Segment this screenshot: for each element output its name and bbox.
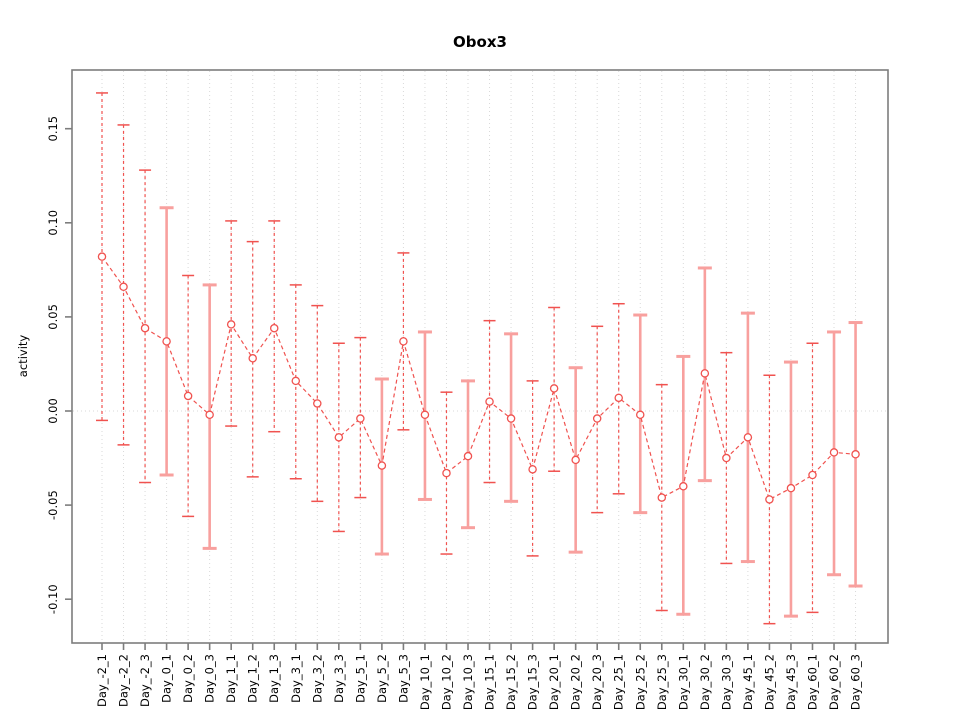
y-tick-label: 0.05 [46, 304, 60, 330]
data-point [636, 410, 645, 420]
data-point [334, 433, 344, 442]
error-bar [246, 240, 259, 478]
data-point [614, 393, 623, 403]
x-tick-label: Day_60_2 [827, 654, 841, 710]
data-point [528, 465, 537, 474]
data-point [679, 482, 688, 491]
data-point [506, 414, 516, 423]
data-point [808, 470, 817, 480]
x-tick-label: Day_-2_3 [138, 654, 152, 707]
x-tick-label: Day_15_3 [526, 654, 540, 710]
data-point [485, 397, 494, 406]
error-bar [397, 252, 410, 431]
x-tick-label: Day_30_2 [698, 654, 712, 710]
y-tick-label: -0.05 [46, 490, 60, 520]
data-point [291, 376, 301, 386]
x-tick-label: Day_1_2 [246, 654, 260, 703]
data-point [549, 384, 559, 393]
x-tick-label: Day_60_1 [805, 654, 819, 710]
y-axis-title: activity [16, 335, 30, 378]
data-point [356, 414, 365, 423]
series-line [101, 256, 856, 501]
data-point [248, 354, 257, 363]
error-bar [332, 342, 345, 533]
data-point [399, 337, 408, 346]
data-point [269, 323, 279, 333]
chart-layer: 0.15 0.10 0.05 0.00 -0.05 -0.10 Day_-2_1 Day_-2… [46, 69, 889, 710]
error-bar [526, 380, 539, 557]
x-tick-label: Day_45_3 [784, 654, 798, 710]
x-tick-label: Day_3_1 [289, 654, 303, 703]
data-point [463, 451, 473, 461]
x-tick-label: Day_15_2 [504, 654, 518, 710]
data-point [657, 493, 667, 502]
x-tick-label: Day_30_3 [719, 654, 733, 710]
x-tick-label: Day_10_1 [418, 654, 432, 710]
error-bar [268, 220, 281, 433]
data-point [722, 453, 731, 463]
x-tick-label: Day_10_2 [439, 654, 453, 710]
x-tick-label: Day_15_1 [483, 654, 497, 710]
data-point [420, 410, 430, 420]
data-point [700, 369, 710, 378]
x-tick-label: Day_5_1 [353, 654, 367, 703]
data-point [140, 323, 150, 333]
x-tick-label: Day_20_3 [590, 654, 604, 710]
y-tick-label: 0.10 [46, 210, 60, 236]
x-tick-label: Day_0_1 [160, 654, 174, 703]
data-point [377, 461, 387, 470]
x-tick-label: Day_25_3 [655, 654, 669, 710]
data-point [851, 450, 860, 459]
x-tick-label: Day_25_1 [612, 654, 626, 710]
x-tick-label: Day_60_3 [849, 654, 863, 710]
x-tick-label: Day_-2_1 [95, 654, 109, 707]
x-tick-label: Day_1_3 [267, 654, 281, 703]
x-tick-label: Day_3_3 [332, 654, 346, 703]
x-tick-label: Day_-2_2 [117, 654, 131, 707]
data-point [183, 391, 193, 401]
x-tick-label: Day_5_3 [396, 654, 410, 703]
data-point [743, 433, 753, 442]
y-tick-label: 0.15 [46, 116, 60, 142]
x-tick-label: Day_20_1 [547, 654, 561, 710]
error-bar [720, 351, 733, 565]
x-tick-label: Day_0_3 [203, 654, 217, 703]
data-point [442, 468, 451, 478]
error-bar [763, 374, 776, 625]
y-tick-label: -0.10 [46, 584, 60, 614]
data-point [592, 414, 602, 423]
data-point [119, 282, 128, 292]
x-tick-label: Day_45_1 [741, 654, 755, 710]
data-point [313, 399, 322, 408]
plot-border [71, 69, 889, 644]
data-point [97, 252, 107, 261]
x-tick-label: Day_1_1 [224, 654, 238, 703]
x-tick-label: Day_25_2 [633, 654, 647, 710]
data-point [226, 320, 236, 329]
error-bar [612, 302, 625, 495]
x-tick-label: Day_20_2 [569, 654, 583, 710]
x-tick-label: Day_0_2 [181, 654, 195, 703]
data-point [786, 483, 796, 493]
x-tick-label: Day_3_2 [310, 654, 324, 703]
error-bar [548, 306, 561, 472]
chart-title: Obox3 [453, 33, 507, 51]
x-tick-label: Day_5_2 [375, 654, 389, 703]
data-point [765, 495, 774, 504]
data-point [162, 337, 171, 346]
x-tick-label: Day_10_3 [461, 654, 475, 710]
x-tick-label: Day_30_1 [676, 654, 690, 710]
data-point [205, 410, 214, 420]
data-point [829, 448, 839, 457]
error-bar [591, 325, 604, 514]
y-tick-label: 0.00 [46, 398, 60, 424]
data-point [571, 455, 580, 465]
x-tick-label: Day_45_2 [762, 654, 776, 710]
error-bar [655, 383, 668, 612]
error-bar [117, 124, 130, 446]
